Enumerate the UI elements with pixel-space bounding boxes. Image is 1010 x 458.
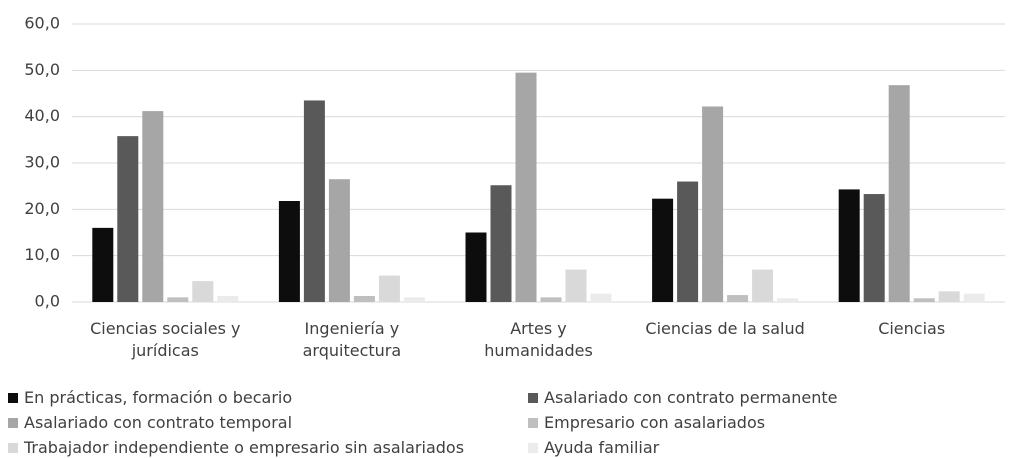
y-tick-label: 20,0	[24, 199, 60, 218]
bar	[465, 232, 487, 302]
legend-swatch	[528, 417, 538, 428]
bar	[888, 85, 910, 302]
bar	[727, 295, 749, 302]
y-tick-label: 0,0	[35, 292, 60, 311]
bar	[92, 227, 114, 302]
legend-label: Ayuda familiar	[544, 438, 660, 457]
bar	[938, 291, 960, 302]
bar	[328, 179, 350, 302]
legend-label: En prácticas, formación o becario	[24, 388, 293, 407]
legend-item: Asalariado con contrato permanente	[528, 388, 837, 407]
bar	[378, 275, 400, 302]
bar	[515, 72, 537, 303]
bar	[192, 281, 214, 302]
bar	[403, 297, 425, 302]
bar	[117, 136, 139, 302]
y-tick-label: 30,0	[24, 153, 60, 172]
legend-item: En prácticas, formación o becario	[8, 388, 292, 407]
y-tick-label: 10,0	[24, 245, 60, 264]
bar	[142, 111, 164, 303]
bar	[167, 297, 189, 302]
y-tick-label: 50,0	[24, 60, 60, 79]
bar	[217, 295, 239, 302]
bar	[677, 181, 699, 302]
x-tick-label: Ciencias	[878, 319, 946, 338]
bar	[353, 295, 375, 302]
bar	[752, 269, 774, 302]
bar	[863, 194, 885, 302]
legend-swatch	[528, 442, 538, 453]
bar	[652, 198, 674, 302]
legend-swatch	[8, 392, 18, 403]
legend-item: Trabajador independiente o empresario si…	[8, 438, 464, 457]
x-tick-label: Ingeniería y arquitectura	[302, 319, 402, 360]
legend-item: Ayuda familiar	[528, 438, 659, 457]
bar	[590, 293, 612, 302]
legend-swatch	[8, 442, 18, 453]
legend-label: Asalariado con contrato permanente	[544, 388, 838, 407]
x-tick-label: Ciencias de la salud	[645, 319, 805, 338]
legend-label: Asalariado con contrato temporal	[24, 413, 293, 432]
legend-label: Trabajador independiente o empresario si…	[24, 438, 465, 457]
legend-swatch	[8, 417, 18, 428]
x-tick-label: Artes y humanidades	[484, 319, 593, 360]
legend-item: Asalariado con contrato temporal	[8, 413, 292, 432]
legend-item: Empresario con asalariados	[528, 413, 765, 432]
bar	[540, 297, 562, 302]
bar	[702, 106, 724, 303]
bar	[278, 200, 300, 302]
bar	[777, 298, 799, 302]
bar	[838, 189, 860, 302]
bar	[490, 185, 512, 302]
bar	[303, 100, 325, 302]
y-tick-label: 60,0	[24, 14, 60, 33]
legend-swatch	[528, 392, 538, 403]
x-tick-label: Ciencias sociales y jurídicas	[90, 319, 241, 360]
bar	[963, 293, 985, 302]
bar	[913, 298, 935, 302]
y-tick-label: 40,0	[24, 106, 60, 125]
legend-label: Empresario con asalariados	[544, 413, 766, 432]
bar	[565, 269, 587, 302]
